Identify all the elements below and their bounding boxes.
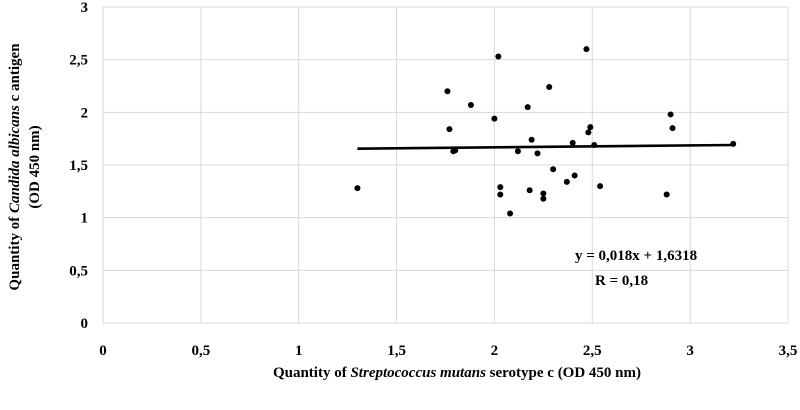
trendline-layer — [357, 143, 734, 150]
data-point — [730, 140, 737, 147]
x-tick-label: 0 — [99, 343, 107, 359]
data-point — [497, 191, 504, 198]
y-tick-labels: 0 0,5 1 1,5 2 2,5 3 — [69, 0, 88, 332]
data-point — [563, 178, 570, 185]
trend-equation: y = 0,018x + 1,6318 — [575, 248, 697, 264]
data-point — [663, 191, 670, 198]
x-tick-label: 3,5 — [779, 343, 798, 359]
data-point — [495, 53, 502, 60]
y-tick-label: 2 — [81, 105, 89, 121]
data-point — [526, 187, 533, 194]
data-point — [550, 166, 557, 173]
data-point — [571, 172, 578, 179]
y-axis-label-line2: (OD 450 nm) — [27, 125, 43, 208]
data-point — [524, 104, 531, 111]
r-value: R = 0,18 — [595, 273, 648, 289]
data-point — [546, 84, 553, 91]
y-tick-label: 1 — [81, 211, 89, 227]
data-point — [491, 115, 498, 122]
y-tick-label: 0 — [81, 316, 89, 332]
y-tick-label: 1,5 — [69, 158, 88, 174]
data-point — [597, 183, 604, 190]
x-tick-label: 0,5 — [191, 343, 210, 359]
data-points — [354, 46, 737, 217]
data-point — [540, 195, 547, 202]
data-point — [354, 185, 361, 192]
x-tick-label: 2,5 — [583, 343, 602, 359]
y-tick-label: 2,5 — [69, 53, 88, 69]
data-point — [585, 129, 592, 136]
x-tick-label: 3 — [686, 343, 694, 359]
data-point — [583, 46, 590, 53]
data-point — [540, 190, 547, 197]
grid-lines — [102, 6, 789, 324]
x-tick-labels: 0 0,5 1 1,5 2 2,5 3 3,5 — [99, 343, 797, 359]
x-tick-label: 1 — [295, 343, 303, 359]
data-point — [497, 184, 504, 191]
trendline — [357, 143, 734, 150]
data-point — [528, 136, 535, 143]
data-point — [514, 148, 521, 155]
x-axis-label: Quantity of Streptococcus mutans serotyp… — [273, 365, 641, 381]
data-point — [591, 141, 598, 148]
y-tick-label: 0,5 — [69, 263, 88, 279]
data-point — [446, 126, 453, 133]
y-axis-label-line1: Quantity of Candida albicans c antigen — [7, 43, 23, 291]
data-point — [467, 101, 474, 108]
data-point — [587, 124, 594, 131]
data-point — [669, 125, 676, 132]
data-point — [444, 88, 451, 95]
x-tick-label: 1,5 — [387, 343, 406, 359]
y-tick-label: 3 — [81, 0, 89, 16]
x-tick-label: 2 — [491, 343, 499, 359]
data-point — [452, 147, 459, 154]
data-point — [507, 210, 514, 217]
data-point — [667, 111, 674, 118]
data-point — [534, 150, 541, 157]
y-axis-label: Quantity of Candida albicans c antigen (… — [7, 43, 43, 291]
data-point — [569, 139, 576, 146]
